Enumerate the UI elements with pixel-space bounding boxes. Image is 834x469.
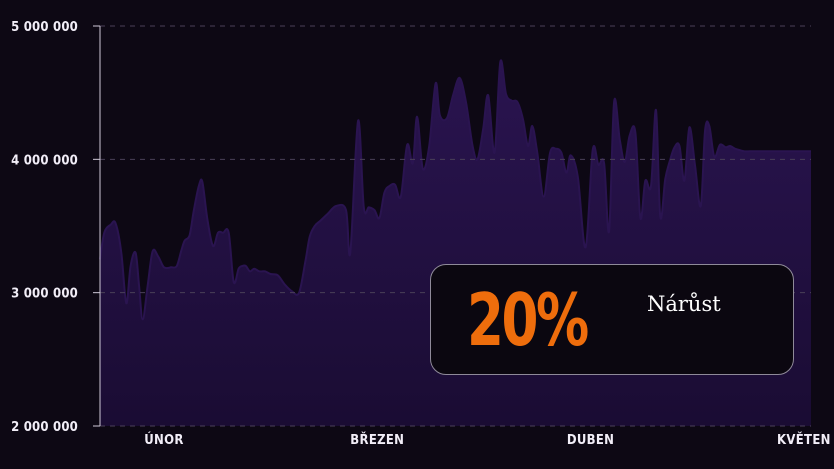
x-tick-label: BŘEZEN: [350, 432, 404, 448]
y-tick-label: 3 000 000: [11, 287, 78, 302]
y-tick-label: 2 000 000: [11, 420, 78, 435]
x-tick-label: ÚNOR: [144, 432, 183, 448]
x-tick-label: DUBEN: [567, 433, 614, 448]
area-series-line: [99, 59, 811, 321]
growth-stat-card: 20% Nárůst: [430, 264, 794, 375]
x-tick-label: KVĚTEN: [777, 432, 831, 448]
growth-stat-value: 20%: [467, 278, 589, 362]
growth-stat-label: Nárůst: [647, 292, 721, 316]
y-tick-label: 5 000 000: [11, 20, 78, 35]
y-tick-label: 4 000 000: [11, 153, 78, 168]
